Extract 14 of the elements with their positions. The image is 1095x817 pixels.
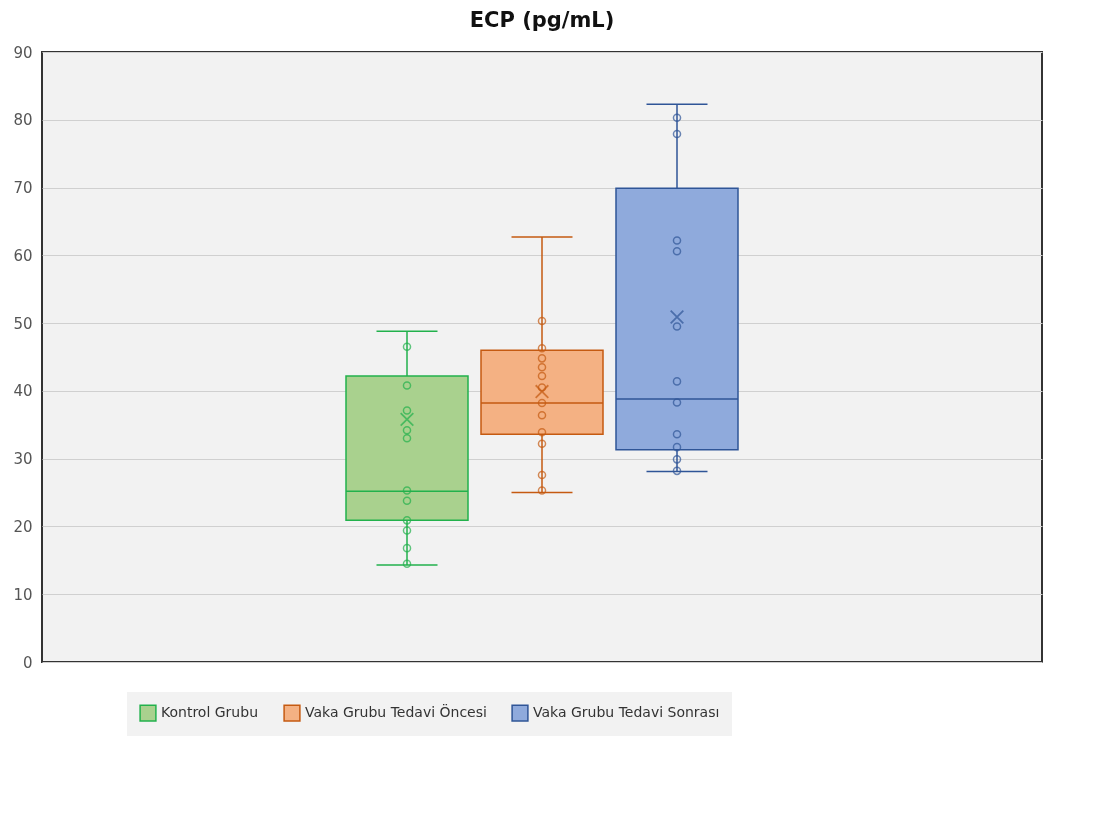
y-tick-label: 90 — [13, 43, 33, 62]
legend-label: Kontrol Grubu — [161, 704, 259, 721]
y-tick-label: 40 — [13, 382, 33, 401]
legend-label: Vaka Grubu Tedavi Öncesi — [305, 703, 487, 721]
y-tick-label: 0 — [22, 653, 33, 672]
y-tick-label: 70 — [13, 179, 33, 198]
legend-label: Vaka Grubu Tedavi Sonrası — [533, 704, 720, 721]
chart-title: ECP (pg/mL) — [469, 8, 615, 32]
y-tick-label: 60 — [13, 246, 33, 265]
y-tick-label: 80 — [13, 111, 33, 130]
y-tick-label: 50 — [13, 314, 33, 333]
y-tick-label: 30 — [13, 450, 33, 469]
y-tick-label: 20 — [13, 517, 33, 536]
y-tick-label: 10 — [13, 585, 33, 604]
